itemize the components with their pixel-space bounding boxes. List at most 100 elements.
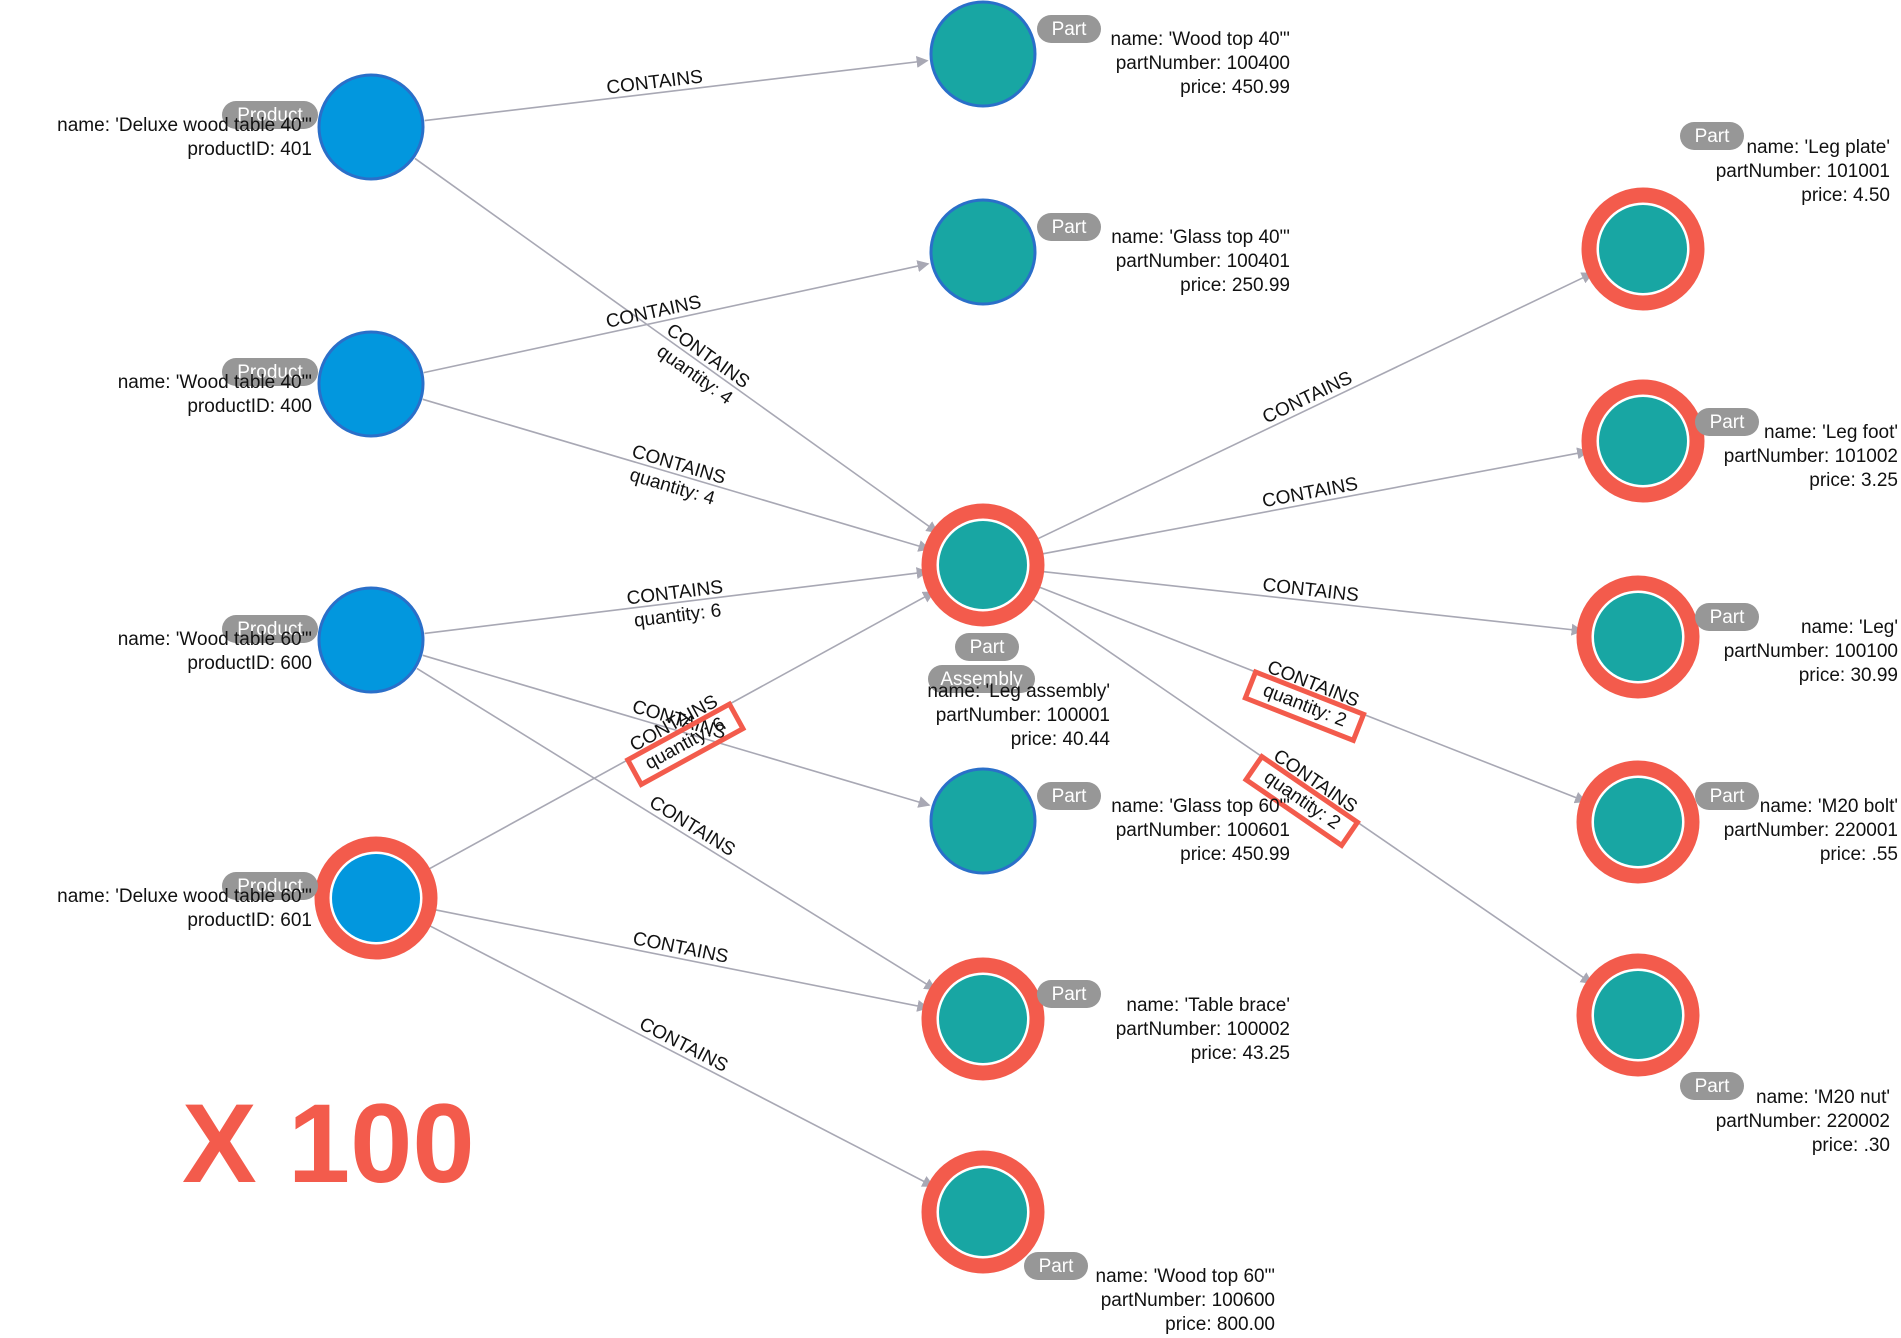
pill-text: Product [237, 619, 303, 640]
pill-background [1024, 1252, 1088, 1280]
node-type-pill: Product [222, 872, 318, 900]
node-property: price: 43.25 [1191, 1043, 1290, 1064]
node-property: name: 'Glass top 40"' [1111, 227, 1290, 248]
node-property: partNumber: 100600 [1101, 1290, 1275, 1311]
node-type-pill: Part [1680, 1072, 1744, 1100]
quantity-highlight-box [1242, 668, 1367, 744]
node-property: partNumber: 100401 [1116, 251, 1290, 272]
edge-type-label: CONTAINS [604, 292, 703, 333]
node-foot[interactable]: Part name: 'Leg foot' partNumber: 101002 pr… [1581, 379, 1898, 503]
node-bolt[interactable]: Part name: 'M20 bolt' partNumber: 220001 pr… [1576, 760, 1898, 884]
node-property: productID: 401 [187, 139, 312, 160]
node-property: partNumber: 100100 [1724, 641, 1898, 662]
pill-background [1037, 213, 1101, 241]
node-property: partNumber: 101001 [1716, 161, 1890, 182]
node-circle[interactable] [317, 330, 425, 438]
node-brace[interactable]: Part name: 'Table brace' partNumber: 10000… [921, 957, 1290, 1081]
node-circle[interactable] [1599, 205, 1687, 293]
node-property: price: 30.99 [1799, 665, 1898, 686]
pill-text: Product [237, 105, 303, 126]
node-property: name: 'Leg plate' [1746, 137, 1890, 158]
pill-background [1037, 15, 1101, 43]
pill-text: Part [970, 637, 1006, 658]
node-circle[interactable] [332, 854, 420, 942]
node-property: name: 'Wood top 40"' [1111, 29, 1290, 50]
multiplier-label: X 100 [182, 1081, 475, 1206]
node-circle[interactable] [939, 975, 1027, 1063]
pill-background [222, 358, 318, 386]
node-property: name: 'M20 nut' [1756, 1087, 1890, 1108]
pill-text: Assembly [940, 669, 1023, 690]
pill-text: Part [1052, 786, 1088, 807]
pill-background [1037, 980, 1101, 1008]
pill-background [928, 665, 1035, 693]
node-circle[interactable] [1594, 778, 1682, 866]
edge-label-group: CONTAINS [1259, 368, 1355, 429]
node-w40[interactable]: Part name: 'Wood top 40"' partNumber: 1004… [929, 0, 1290, 108]
node-type-pill: Part [1680, 122, 1744, 150]
highlight-ring [921, 957, 1045, 1081]
node-property: partNumber: 100001 [936, 705, 1110, 726]
node-property: name: 'Table brace' [1126, 995, 1290, 1016]
node-property: name: 'Wood table 40"' [118, 372, 312, 393]
edge-line [422, 654, 931, 808]
node-circle[interactable] [1594, 971, 1682, 1059]
node-circle[interactable] [929, 0, 1037, 108]
node-g40[interactable]: Part name: 'Glass top 40"' partNumber: 100… [929, 198, 1290, 306]
node-property: name: 'Wood table 60"' [118, 629, 312, 650]
edge-type-label: CONTAINS [645, 792, 738, 861]
node-circle[interactable] [317, 586, 425, 694]
pill-text: Part [1710, 412, 1746, 433]
pill-text: Part [1710, 786, 1746, 807]
node-type-pill: Part [1695, 408, 1759, 436]
node-property: name: 'Leg' [1801, 617, 1898, 638]
node-circle[interactable] [1599, 397, 1687, 485]
pill-text: Product [237, 876, 303, 897]
node-property: name: 'M20 bolt' [1760, 796, 1898, 817]
node-w60[interactable]: Part name: 'Wood top 60"' partNumber: 1006… [921, 1150, 1275, 1335]
pill-background [222, 615, 318, 643]
node-type-pill: Part [1037, 782, 1101, 810]
node-property: price: 40.44 [1011, 729, 1111, 750]
node-type-pill: Part [1037, 213, 1101, 241]
node-plate[interactable]: Part name: 'Leg plate' partNumber: 101001 p… [1581, 122, 1890, 311]
edge-p601-brace: CONTAINS [428, 907, 930, 1012]
node-property: partNumber: 100002 [1116, 1019, 1290, 1040]
node-circle[interactable] [929, 767, 1037, 875]
node-type-pill: Product [222, 358, 318, 386]
pill-text: Part [1039, 1256, 1075, 1277]
pill-background [1695, 408, 1759, 436]
node-type-pill-secondary: Assembly [928, 665, 1035, 693]
node-circle[interactable] [317, 73, 425, 181]
node-property: name: 'Glass top 60"' [1111, 796, 1290, 817]
pill-text: Part [1710, 607, 1746, 628]
node-property: partNumber: 101002 [1724, 446, 1898, 467]
edge-line [423, 922, 935, 1187]
node-circle[interactable] [929, 198, 1037, 306]
node-property: price: 250.99 [1180, 275, 1290, 296]
edge-line [1035, 447, 1590, 556]
node-property: price: 450.99 [1180, 77, 1290, 98]
node-g60[interactable]: Part name: 'Glass top 60"' partNumber: 100… [929, 767, 1290, 875]
node-circle[interactable] [939, 1168, 1027, 1256]
edge-line [1036, 570, 1584, 636]
node-leg[interactable]: Part name: 'Leg' partNumber: 100100 price: … [1576, 575, 1898, 699]
node-type-pill: Part [1695, 782, 1759, 810]
node-property: price: 3.25 [1809, 470, 1898, 491]
node-circle[interactable] [1594, 593, 1682, 681]
node-nut[interactable]: Part name: 'M20 nut' partNumber: 220002 pri… [1576, 953, 1890, 1156]
node-circle[interactable] [939, 521, 1027, 609]
pill-text: Product [237, 362, 303, 383]
